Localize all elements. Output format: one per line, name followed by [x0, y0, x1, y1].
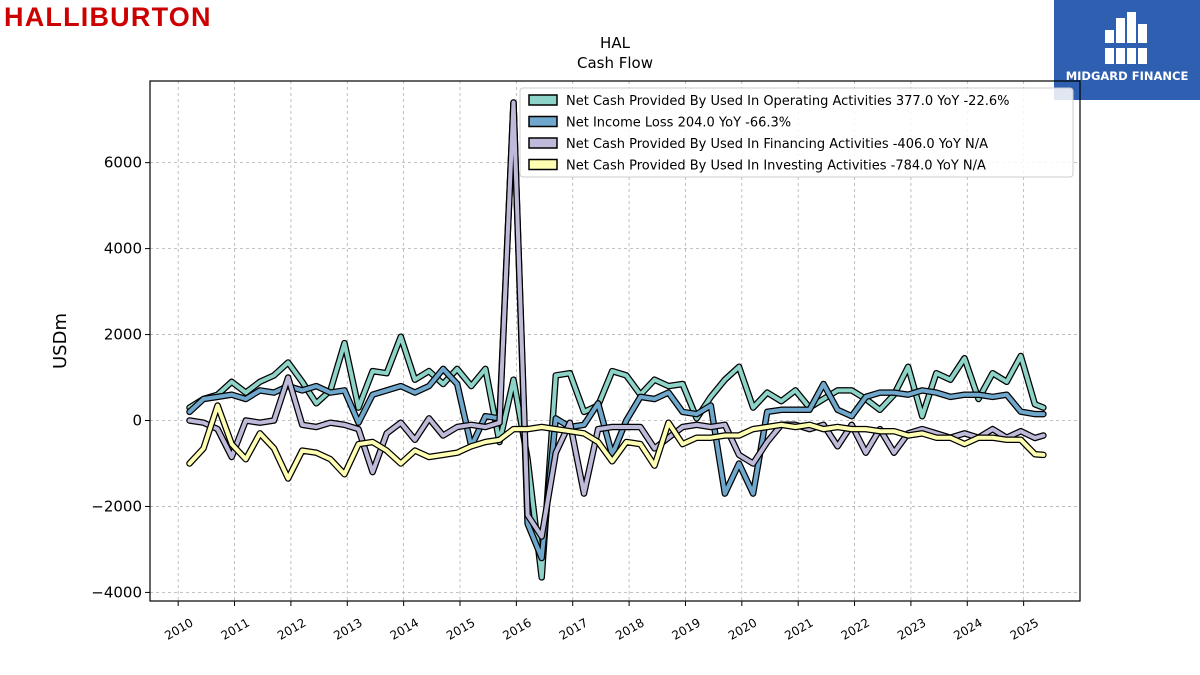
y-axis-label: USDm	[50, 313, 71, 369]
chart-subtitle: Cash Flow	[577, 54, 653, 72]
legend-swatch	[528, 115, 558, 128]
x-tick-label: 2014	[388, 615, 421, 642]
y-tick-label: 0	[132, 412, 142, 430]
chart-title-block: HAL Cash Flow	[515, 33, 715, 73]
legend-swatch	[528, 137, 558, 149]
x-tick-label: 2023	[895, 615, 928, 642]
legend-box	[519, 87, 1074, 178]
y-tick-label: 6000	[104, 154, 142, 172]
x-tick-label: 2022	[839, 615, 872, 642]
x-tick-label: 2013	[331, 615, 364, 642]
x-tick-label: 2012	[275, 615, 308, 642]
series-4-line	[186, 402, 1047, 482]
x-tick-label: 2020	[726, 615, 759, 642]
x-tick-label: 2011	[219, 615, 252, 642]
legend-swatch	[528, 94, 558, 106]
plot-frame	[149, 80, 1081, 602]
x-tick-label: 2025	[1008, 615, 1041, 642]
y-tick-label: 4000	[104, 240, 142, 258]
legend-label: Net Cash Provided By Used In Investing A…	[566, 159, 986, 174]
x-tick-label: 2021	[782, 615, 815, 642]
y-tick-label: −2000	[91, 497, 142, 515]
x-tick-label: 2019	[670, 615, 703, 642]
x-tick-label: 2016	[500, 615, 533, 642]
legend-swatch	[528, 158, 558, 171]
series-stroke	[187, 334, 1046, 580]
series-stroke	[187, 100, 1046, 560]
x-tick-label: 2017	[557, 615, 590, 642]
series-stroke	[187, 403, 1046, 481]
y-tick-label: 2000	[104, 326, 142, 344]
midgard-finance-logo: MIDGARD FINANCE	[1054, 0, 1200, 100]
x-tick-label: 2018	[613, 615, 646, 642]
x-tick-label: 2024	[951, 615, 984, 642]
legend-label: Net Income Loss 204.0 YoY -66.3%	[566, 116, 791, 131]
chart-title: HAL	[600, 34, 630, 52]
halliburton-logo: HALLIBURTON	[4, 2, 212, 32]
legend-label: Net Cash Provided By Used In Financing A…	[566, 137, 988, 152]
legend-label: Net Cash Provided By Used In Operating A…	[566, 94, 1009, 109]
brand-name: MIDGARD FINANCE	[1065, 69, 1189, 83]
midgard-logo-icon	[1105, 12, 1147, 64]
x-tick-label: 2015	[444, 615, 477, 642]
y-tick-label: −4000	[91, 583, 142, 601]
x-tick-label: 2010	[162, 615, 195, 642]
series-2-line	[186, 99, 1047, 562]
series-1-line	[186, 333, 1047, 581]
